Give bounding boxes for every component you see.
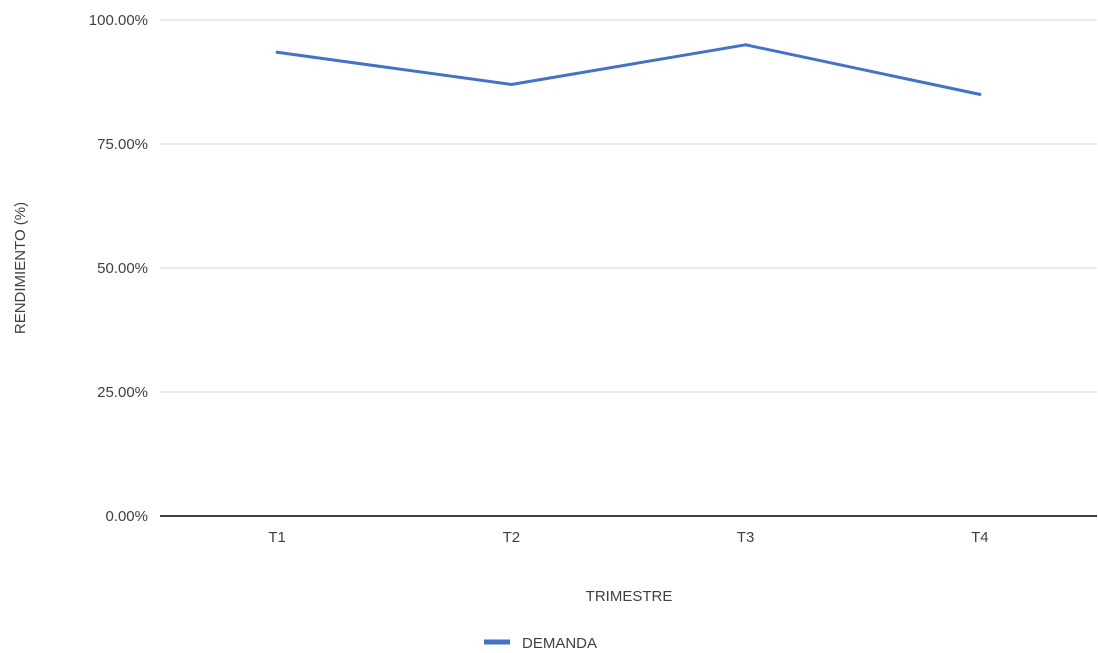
y-axis-title: RENDIMIENTO (%) — [12, 202, 29, 334]
x-axis-title: TRIMESTRE — [586, 588, 673, 605]
data-point — [744, 43, 748, 47]
x-tick-label: T2 — [503, 529, 521, 546]
x-tick-label: T3 — [737, 529, 755, 546]
series-layer — [275, 43, 982, 96]
y-tick-label: 50.00% — [97, 260, 148, 277]
gridlines — [160, 19, 1097, 393]
y-tick-label: 0.00% — [105, 508, 148, 525]
x-tick-label: T4 — [971, 529, 989, 546]
series-line — [275, 43, 982, 96]
legend-label: DEMANDA — [522, 635, 597, 652]
x-tick-label: T1 — [268, 529, 286, 546]
y-axis: 0.00% 25.00% 50.00% 75.00% 100.00% — [89, 12, 148, 525]
y-tick-label: 75.00% — [97, 136, 148, 153]
y-tick-label: 25.00% — [97, 384, 148, 401]
data-point — [978, 92, 982, 96]
y-tick-label: 100.00% — [89, 12, 148, 29]
data-point — [509, 82, 513, 86]
x-axis: T1 T2 T3 T4 — [160, 515, 1097, 546]
legend: DEMANDA — [484, 635, 597, 652]
data-point — [275, 50, 279, 54]
